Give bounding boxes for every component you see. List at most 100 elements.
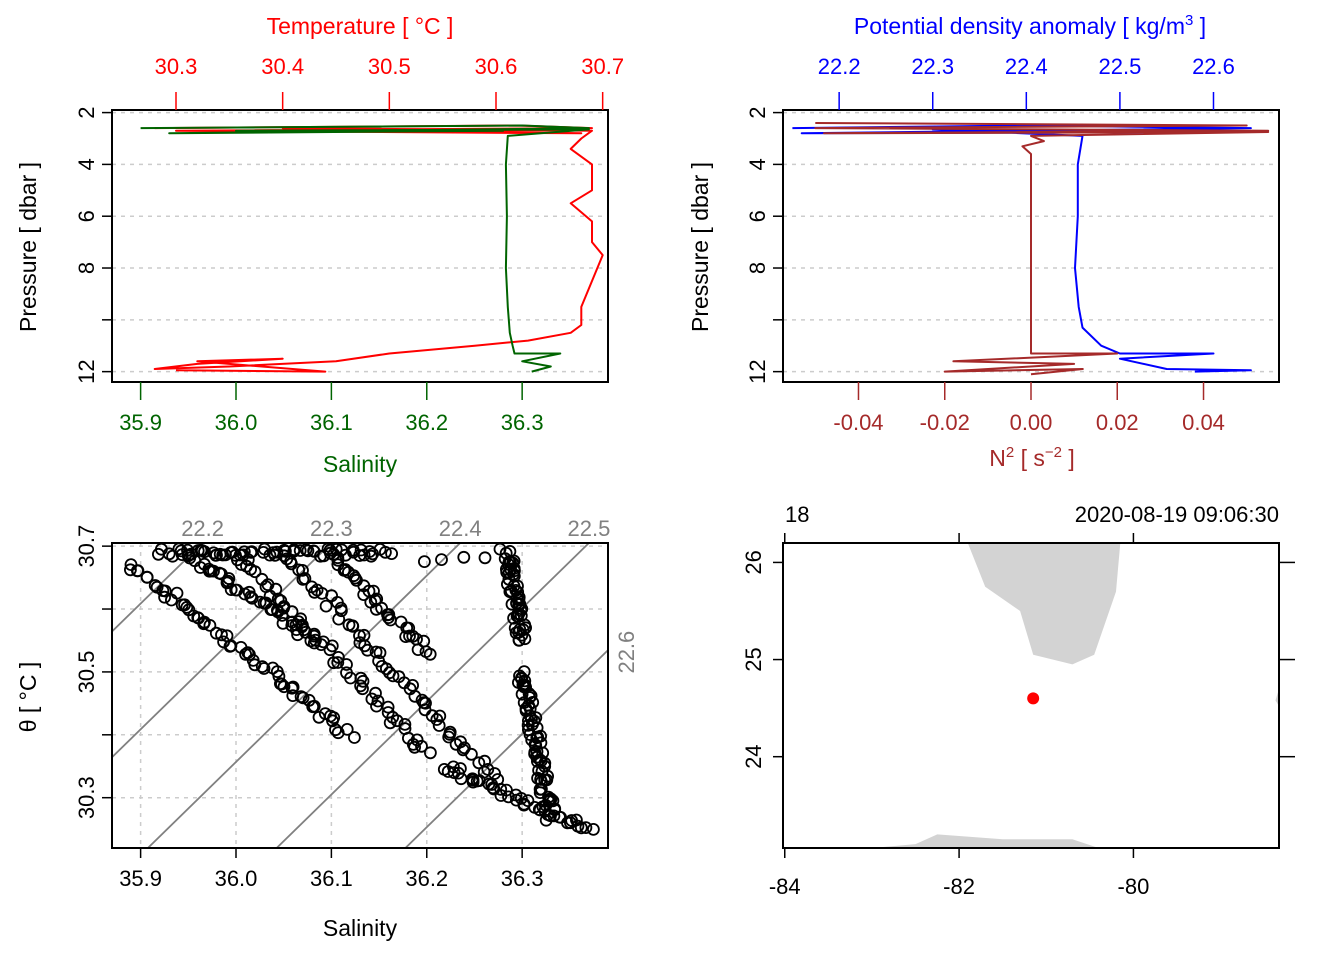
- data-point: [331, 656, 345, 669]
- data-point: [587, 823, 600, 836]
- series-line-salinity: [140, 124, 590, 373]
- data-point: [203, 619, 217, 632]
- panel-temperature-salinity-profile: Temperature [ °C ] Salinity Pressure [ d…: [15, 13, 624, 477]
- y-axis-title: θ [ °C ]: [15, 662, 41, 733]
- top-axis-title: Potential density anomaly [ kg/m3 ]: [854, 12, 1206, 39]
- top-tick-label: 22.3: [911, 54, 954, 79]
- y-tick-label: 4: [74, 158, 99, 170]
- data-point: [276, 617, 290, 630]
- data-point: [346, 619, 359, 633]
- data-point: [296, 564, 309, 577]
- data-point: [369, 602, 383, 616]
- data-point: [419, 696, 432, 710]
- x-tick-label: 35.9: [119, 866, 162, 891]
- data-point: [221, 574, 235, 588]
- y-tick-label: 12: [745, 359, 770, 383]
- data-point: [356, 682, 369, 696]
- data-point: [512, 633, 526, 647]
- bottom-axis-title-mid: [ s: [1014, 445, 1045, 471]
- data-point: [237, 545, 251, 559]
- data-point: [478, 551, 492, 565]
- isopycnal-label: 22.5: [568, 516, 611, 541]
- y-tick-label: 30.5: [74, 651, 99, 694]
- data-point: [472, 756, 486, 770]
- bottom-tick-label: 36.3: [501, 410, 544, 435]
- data-point: [334, 604, 348, 618]
- isopycnal-label: 22.2: [181, 516, 224, 541]
- map-area: [871, 543, 1279, 848]
- data-point: [408, 689, 422, 703]
- top-tick-label: 22.6: [1192, 54, 1235, 79]
- data-point: [319, 599, 333, 613]
- series-line-potential-density-anomaly: [792, 124, 1252, 373]
- isopycnal-label: 22.3: [310, 516, 353, 541]
- ts-plot-area: [112, 543, 608, 848]
- data-point: [244, 590, 258, 604]
- data-point: [277, 543, 291, 557]
- data-point: [411, 643, 425, 656]
- data-point: [457, 550, 471, 564]
- data-point: [466, 773, 480, 787]
- data-point: [418, 703, 432, 717]
- data-point: [285, 605, 299, 619]
- data-point: [224, 583, 238, 596]
- y-tick-label: 30.3: [74, 776, 99, 819]
- x-tick-label: 36.3: [501, 866, 544, 891]
- data-point: [533, 803, 547, 817]
- top-axis-title: Temperature [ °C ]: [267, 13, 454, 39]
- bottom-axis-title-main: N: [989, 445, 1006, 471]
- x-tick-label: -80: [1118, 874, 1150, 899]
- data-point: [406, 629, 420, 643]
- panel-density-n2-profile: Potential density anomaly [ kg/m3 ] N2 […: [687, 12, 1280, 471]
- data-point: [323, 643, 337, 657]
- bottom-tick-label: 35.9: [119, 410, 162, 435]
- plot-frame: [782, 542, 1280, 849]
- data-point: [381, 700, 395, 714]
- data-point: [415, 739, 428, 753]
- data-point: [442, 730, 456, 744]
- data-point: [245, 591, 259, 605]
- top-tick-label: 30.7: [581, 54, 624, 79]
- data-point: [390, 714, 404, 728]
- data-point: [530, 721, 544, 735]
- isopycnal-label: 22.4: [439, 516, 482, 541]
- data-point: [536, 800, 550, 814]
- data-point: [294, 612, 308, 626]
- station-marker: [1027, 692, 1040, 705]
- data-point: [130, 564, 144, 578]
- data-point: [272, 669, 286, 683]
- data-point: [515, 687, 529, 701]
- data-point: [299, 543, 313, 556]
- bottom-axis-title-sup2: −2: [1045, 444, 1062, 461]
- series-line-temperature: [153, 124, 604, 373]
- y-tick-label: 8: [745, 262, 770, 274]
- data-point: [423, 647, 437, 661]
- isopycnal-line: [112, 543, 204, 633]
- plot-frame: [111, 109, 609, 383]
- data-point: [507, 611, 520, 625]
- data-point: [263, 548, 277, 562]
- top-tick-label: 30.6: [475, 54, 518, 79]
- isopycnal-label: 22.6: [614, 631, 639, 674]
- data-point: [264, 603, 278, 616]
- data-point: [503, 585, 517, 599]
- plot-frame: [111, 542, 609, 849]
- data-point: [502, 790, 515, 804]
- data-point: [423, 746, 437, 760]
- station-number-label: 18: [785, 502, 809, 527]
- bottom-tick-label: -0.04: [833, 410, 883, 435]
- data-point: [308, 585, 321, 599]
- top-axis-title-end: ]: [1193, 13, 1206, 39]
- bottom-tick-label: 36.2: [405, 410, 448, 435]
- isopycnal-line: [147, 543, 461, 848]
- bottom-tick-label: 0.04: [1182, 410, 1225, 435]
- y-tick-label: 2: [745, 106, 770, 118]
- bottom-axis-title-sup: 2: [1006, 444, 1014, 461]
- data-point: [379, 662, 393, 676]
- data-point: [123, 563, 137, 577]
- data-point: [340, 723, 354, 736]
- data-point: [435, 553, 448, 566]
- data-point: [332, 612, 346, 626]
- y-axis-title: Pressure [ dbar ]: [15, 162, 41, 332]
